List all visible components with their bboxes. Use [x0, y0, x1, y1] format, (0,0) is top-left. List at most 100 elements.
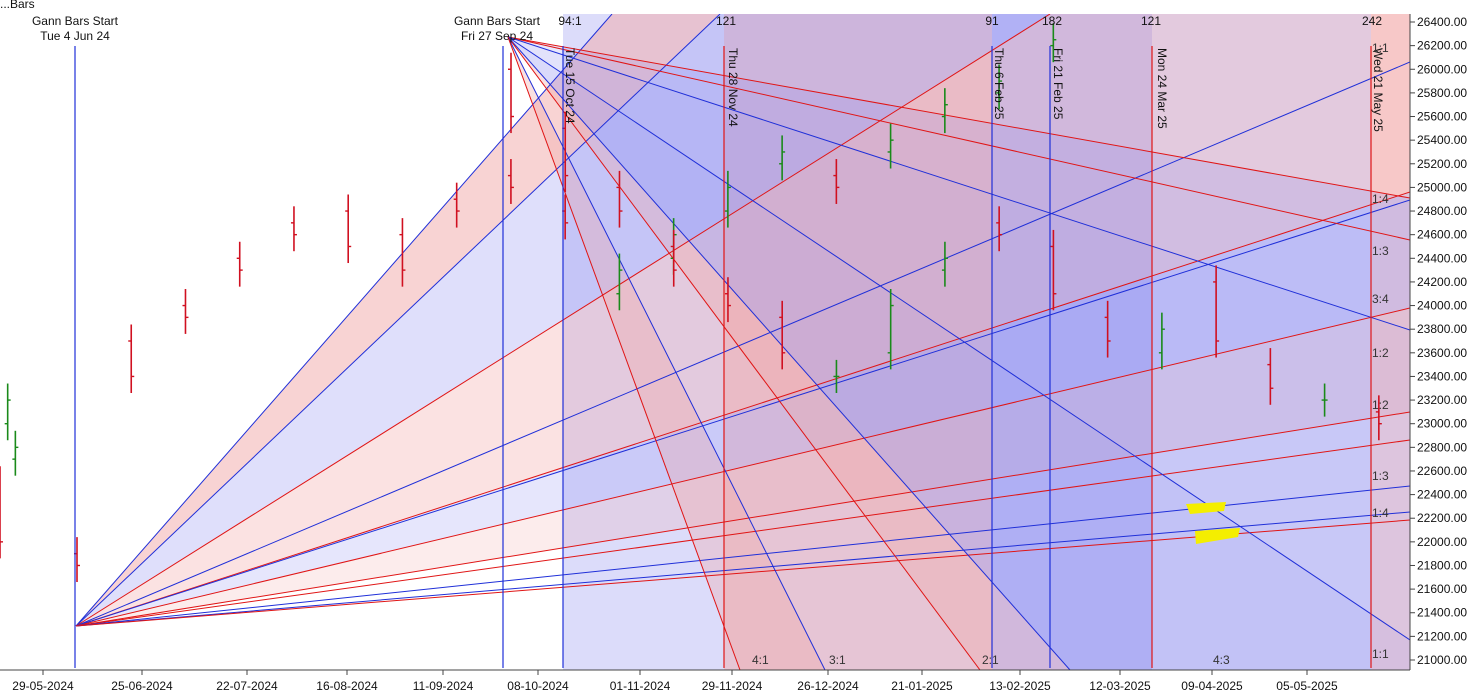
fan-line-low-2 — [75, 14, 721, 627]
fan-line-low-10 — [75, 485, 1410, 627]
x-tick-label: 16-08-2024 — [316, 679, 378, 693]
top-count-3: 91 — [985, 14, 999, 28]
x-tick-label: 11-09-2024 — [413, 679, 474, 693]
x-tick-label: 13-02-2025 — [989, 679, 1051, 693]
price-bar — [1321, 383, 1328, 417]
corner-title: ...Bars — [0, 0, 35, 11]
y-tick-label: 22800.00 — [1417, 440, 1467, 454]
y-tick-label: 21000.00 — [1417, 653, 1467, 667]
vertical-date-label-5: Mon 24 Mar 25 — [1155, 48, 1169, 129]
price-bar — [1104, 300, 1111, 358]
fan-line-high-6 — [507, 36, 981, 670]
gann-start-title-2: Gann Bars Start — [454, 14, 541, 28]
gann-fan-lines — [75, 14, 1410, 670]
price-bar — [670, 229, 677, 287]
y-tick-label: 23400.00 — [1417, 369, 1467, 383]
bottom-ratio-label-1: 4:1 — [752, 653, 769, 667]
price-bar — [833, 359, 840, 393]
y-tick-label: 25000.00 — [1417, 180, 1467, 194]
vertical-cycle-lines — [74, 46, 1372, 668]
x-tick-label: 29-11-2024 — [702, 679, 763, 693]
fan-line-high-8 — [507, 36, 741, 670]
price-bars — [0, 23, 1382, 583]
x-tick-label: 29-05-2024 — [12, 679, 74, 693]
gann-start-date-2: Fri 27 Sep 24 — [461, 29, 533, 43]
vertical-date-label-4: Fri 21 Feb 25 — [1051, 48, 1065, 120]
highlight-mark-upper — [1186, 502, 1226, 514]
price-bar — [236, 241, 243, 287]
bottom-ratio-label-2: 3:1 — [829, 653, 846, 667]
x-axis-panel — [0, 670, 1471, 700]
y-axis: 26400.00 26200.00 26000.00 25800.00 25600.00… — [1409, 14, 1471, 670]
vertical-date-label-1: Tue 15 Oct 24 — [563, 48, 577, 124]
y-tick-label: 26400.00 — [1417, 15, 1467, 29]
y-tick-label: 26000.00 — [1417, 62, 1467, 76]
y-tick-label: 21200.00 — [1417, 629, 1467, 643]
price-bar — [290, 206, 297, 252]
fan-line-high-3 — [507, 36, 1410, 331]
x-tick-label: 22-07-2024 — [216, 679, 278, 693]
y-tick-label: 24400.00 — [1417, 251, 1467, 265]
top-count-1: 94:1 — [558, 14, 582, 28]
x-tick-label: 25-06-2024 — [111, 679, 173, 693]
price-bar — [453, 182, 460, 228]
y-tick-label: 22000.00 — [1417, 535, 1467, 549]
fan-line-low-8 — [75, 411, 1410, 627]
price-bar — [941, 88, 948, 134]
right-ratio-label-5: 1:2 — [1372, 346, 1389, 360]
price-bar — [1050, 23, 1057, 63]
right-ratio-label-3: 1:3 — [1372, 244, 1389, 258]
vertical-date-label-2: Thu 28 Nov 24 — [726, 48, 740, 127]
top-count-4: 182 — [1042, 14, 1062, 28]
price-bar — [1050, 229, 1057, 311]
price-bar — [779, 135, 786, 181]
price-bar — [616, 253, 623, 311]
price-bar — [345, 194, 352, 264]
y-tick-label: 22400.00 — [1417, 488, 1467, 502]
y-tick-label: 26200.00 — [1417, 39, 1467, 53]
right-ratio-label-1: 1:1 — [1372, 41, 1389, 55]
price-bar — [128, 324, 135, 393]
fan-line-low-9 — [75, 439, 1410, 627]
y-tick-label: 24600.00 — [1417, 228, 1467, 242]
fan-line-low-7 — [75, 307, 1410, 627]
bottom-ratio-label-4: 4:3 — [1213, 653, 1230, 667]
price-bar — [399, 218, 406, 287]
price-bar — [182, 289, 189, 334]
y-tick-label: 21600.00 — [1417, 582, 1467, 596]
y-tick-label: 23600.00 — [1417, 346, 1467, 360]
price-bar — [1213, 265, 1220, 358]
fan-line-low-4 — [75, 191, 1410, 627]
y-tick-label: 25200.00 — [1417, 157, 1467, 171]
y-tick-label: 23200.00 — [1417, 393, 1467, 407]
price-bar — [4, 383, 11, 441]
x-tick-label: 08-10-2024 — [507, 679, 569, 693]
x-tick-label: 26-12-2024 — [797, 679, 859, 693]
price-bar — [779, 300, 786, 370]
highlight-marks — [1186, 502, 1240, 544]
y-tick-label: 24800.00 — [1417, 204, 1467, 218]
bottom-ratio-label-3: 2:1 — [982, 653, 999, 667]
gann-start-date-1: Tue 4 Jun 24 — [40, 29, 110, 43]
x-axis: 29-05-2024 25-06-2024 22-07-2024 16-08-2024… — [0, 669, 1471, 700]
price-bar — [507, 159, 514, 204]
y-tick-label: 21400.00 — [1417, 606, 1467, 620]
fan-line-low-11 — [75, 511, 1410, 627]
y-tick-label: 23800.00 — [1417, 322, 1467, 336]
price-bar — [616, 170, 623, 228]
price-bar — [508, 52, 514, 134]
right-ratio-label-8: 1:4 — [1372, 506, 1389, 520]
cycle-zone-blue — [992, 14, 1152, 670]
x-tick-label: 05-05-2025 — [1276, 679, 1338, 693]
right-ratio-label-2: 1:4 — [1372, 192, 1389, 206]
price-bar — [724, 170, 731, 228]
y-axis-panel — [1410, 14, 1471, 670]
fan-line-low-12 — [75, 519, 1410, 627]
x-tick-label: 12-03-2025 — [1089, 679, 1151, 693]
price-bar — [833, 159, 840, 204]
x-tick-label: 21-01-2025 — [891, 679, 953, 693]
fan-band-high-3 — [508, 37, 1410, 670]
fan-line-high-2 — [507, 36, 1410, 241]
